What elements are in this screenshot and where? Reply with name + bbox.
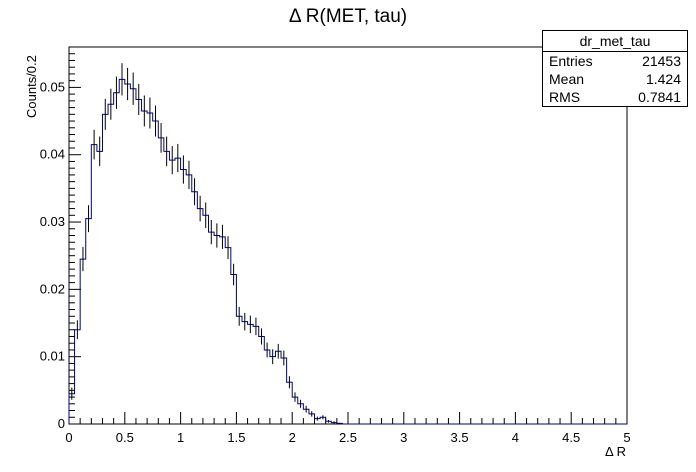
stats-box-name: dr_met_tau (543, 31, 687, 52)
stats-row-mean: Mean 1.424 (543, 70, 687, 88)
stats-row-rms: RMS 0.7841 (543, 88, 687, 106)
x-tick-label: 2 (289, 430, 296, 445)
y-tick-label: 0.05 (40, 79, 65, 94)
x-tick-label: 2.5 (339, 430, 357, 445)
rms-label: RMS (549, 89, 581, 105)
y-axis-label: Counts/0.2 (24, 55, 39, 118)
x-tick-label: 4 (512, 430, 519, 445)
y-tick-label: 0.04 (40, 147, 65, 162)
x-tick-label: 4.5 (562, 430, 580, 445)
x-tick-label: 1 (177, 430, 184, 445)
chart-title: Δ R(MET, tau) (288, 6, 408, 27)
x-tick-label: 5 (623, 430, 630, 445)
stats-box: dr_met_tau Entries 21453 Mean 1.424 RMS … (542, 30, 688, 107)
histogram-outline (68, 78, 627, 425)
x-tick-label: 1.5 (227, 430, 245, 445)
x-axis-label: Δ R (605, 444, 626, 459)
y-tick-label: 0.02 (40, 281, 65, 296)
entries-value: 21453 (642, 53, 681, 69)
mean-label: Mean (549, 71, 585, 87)
y-tick-label: 0.03 (40, 214, 65, 229)
y-tick-label: 0.01 (40, 349, 65, 364)
entries-label: Entries (549, 53, 593, 69)
x-tick-label: 0.5 (116, 430, 134, 445)
stats-row-entries: Entries 21453 (543, 52, 687, 70)
x-tick-label: 0 (65, 430, 72, 445)
x-tick-label: 3 (400, 430, 407, 445)
rms-value: 0.7841 (638, 89, 681, 105)
y-tick-label: 0 (58, 416, 65, 431)
mean-value: 1.424 (645, 71, 681, 87)
x-tick-label: 3.5 (451, 430, 469, 445)
